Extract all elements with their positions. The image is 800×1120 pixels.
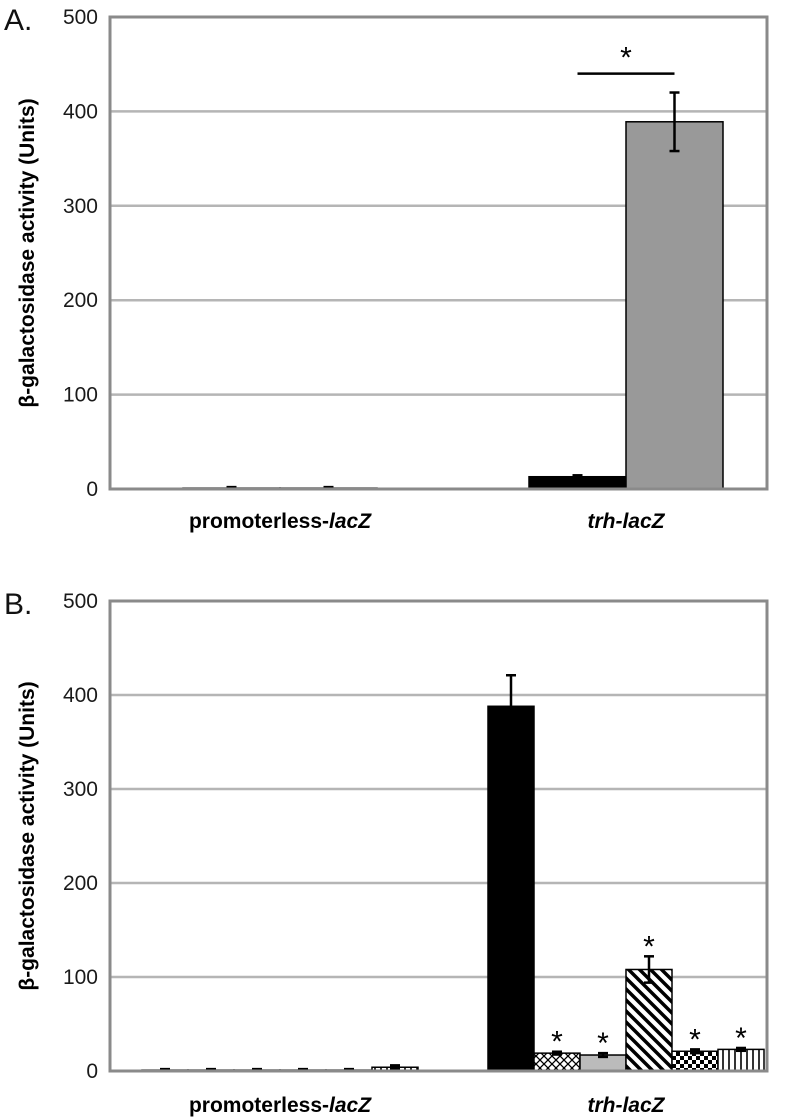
panel-b: B. β-galactosidase activity (Units) 0 10… bbox=[4, 588, 769, 1117]
panel-b-y-tick-400: 400 bbox=[63, 684, 98, 707]
panel-b-y-tick-100: 100 bbox=[63, 966, 98, 989]
panel-b-significance-star: * bbox=[551, 1026, 563, 1059]
panel-a-y-tick-100: 100 bbox=[63, 384, 98, 407]
panel-a-y-tick-0: 0 bbox=[86, 478, 98, 501]
panel-a-label: A. bbox=[4, 4, 32, 37]
panel-b-y-axis-label: β-galactosidase activity (Units) bbox=[16, 681, 39, 990]
panel-a-category-label-text: trh-lacZ bbox=[587, 510, 665, 533]
panel-a-y-tick-labels: 0 100 200 300 400 500 bbox=[63, 6, 98, 501]
panel-a-category-label-promoterless-lacz: promoterless-lacZ bbox=[189, 510, 372, 533]
panel-b-significance-star: * bbox=[689, 1023, 701, 1056]
panel-b-bar bbox=[487, 705, 535, 1072]
panel-b-significance-star: * bbox=[597, 1027, 609, 1060]
panel-b-bar bbox=[625, 968, 673, 1072]
panel-b-category-label-promoterless-lacz: promoterless-lacZ bbox=[189, 1094, 372, 1117]
panel-a-bar bbox=[625, 121, 724, 490]
panel-b-error-bar bbox=[690, 1048, 700, 1055]
panel-b-error-bar bbox=[598, 1051, 608, 1059]
panel-b-y-tick-200: 200 bbox=[63, 872, 98, 895]
panel-a: A. β-galactosidase activity (Units) 0 10… bbox=[4, 4, 769, 533]
panel-a-plot-frame bbox=[108, 15, 769, 491]
panel-a-annotations: * bbox=[577, 42, 675, 75]
panel-b-error-bar bbox=[506, 674, 516, 739]
panel-b-category-label-trh-lacz: trh-lacZ bbox=[587, 1094, 665, 1117]
panel-b-significance-star: * bbox=[735, 1022, 747, 1055]
panel-b-error-bar bbox=[736, 1046, 746, 1053]
panel-b-category-label-text: trh-lacZ bbox=[587, 1094, 665, 1117]
panel-a-error-bar bbox=[572, 474, 583, 480]
panel-b-y-tick-labels: 0 100 200 300 400 500 bbox=[63, 590, 98, 1083]
panel-a-y-axis-label: β-galactosidase activity (Units) bbox=[16, 98, 39, 407]
panel-a-y-tick-200: 200 bbox=[63, 289, 98, 312]
panel-b-significance-star: * bbox=[643, 930, 655, 963]
panel-b-error-bar bbox=[644, 955, 654, 984]
panel-b-gridlines bbox=[110, 693, 767, 979]
panel-a-category-label-trh-lacz: trh-lacZ bbox=[587, 510, 665, 533]
panel-b-error-bar bbox=[552, 1050, 562, 1056]
panel-b-bars bbox=[141, 674, 765, 1073]
panel-a-category-label-text: promoterless-lacZ bbox=[189, 510, 372, 533]
panel-b-y-tick-0: 0 bbox=[86, 1060, 98, 1083]
panel-a-y-tick-300: 300 bbox=[63, 195, 98, 218]
panel-a-y-tick-400: 400 bbox=[63, 100, 98, 123]
panel-b-error-bar bbox=[390, 1064, 400, 1071]
panel-b-label: B. bbox=[4, 588, 32, 621]
panel-b-plot-frame bbox=[108, 599, 769, 1073]
panel-b-y-tick-500: 500 bbox=[63, 590, 98, 613]
panel-a-error-bar bbox=[669, 91, 680, 153]
panel-a-bars bbox=[182, 91, 724, 491]
panel-b-category-label-text: promoterless-lacZ bbox=[189, 1094, 372, 1117]
panel-a-significance-star: * bbox=[620, 42, 632, 75]
panel-a-y-tick-500: 500 bbox=[63, 6, 98, 29]
panel-b-significance-stars: * * * * * bbox=[551, 930, 747, 1060]
panel-b-y-tick-300: 300 bbox=[63, 778, 98, 801]
